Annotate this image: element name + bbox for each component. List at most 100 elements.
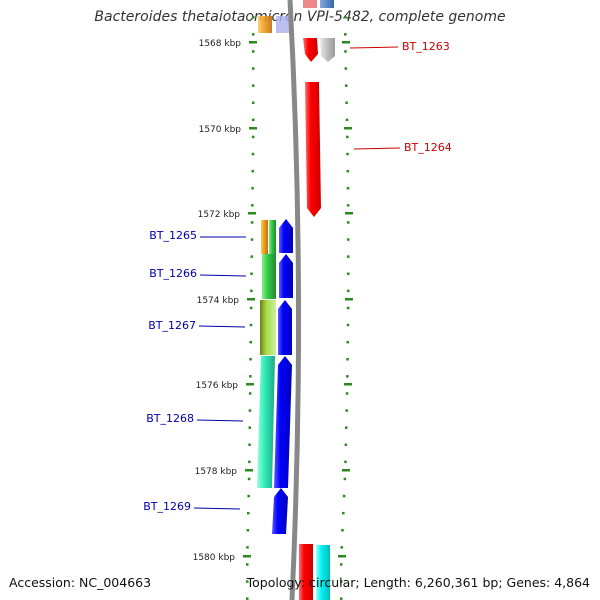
gene-label-bt-1265[interactable]: BT_1265: [149, 229, 246, 242]
minor-tick: [346, 375, 349, 378]
minor-tick: [246, 529, 250, 532]
minor-tick: [251, 204, 254, 207]
minor-tick: [252, 101, 255, 104]
genome-summary-text: Topology: circular; Length: 6,260,361 bp…: [246, 575, 590, 590]
minor-tick: [248, 460, 251, 464]
minor-tick: [343, 477, 347, 481]
minor-tick: [248, 409, 252, 412]
minor-tick: [340, 597, 343, 600]
major-tick: [248, 212, 256, 215]
partial-feature-orange[interactable]: [258, 16, 272, 33]
minor-tick: [250, 221, 254, 224]
major-tick: [247, 298, 255, 301]
major-tick: [342, 41, 350, 44]
gene-label-bt-1268[interactable]: BT_1268: [146, 412, 244, 425]
minor-tick: [249, 340, 253, 344]
minor-tick: [346, 340, 350, 344]
major-tick: [249, 41, 257, 44]
gene-bottom-cyan[interactable]: [316, 545, 330, 600]
gene-label-bt-1264[interactable]: BT_1264: [353, 141, 452, 154]
reverse-strand-genes: [299, 38, 335, 600]
minor-tick: [252, 16, 255, 19]
minor-tick: [340, 546, 343, 549]
minor-tick: [346, 306, 350, 310]
minor-tick: [346, 323, 350, 327]
minor-tick: [247, 494, 250, 498]
ruler-label: 1576 kbp: [196, 381, 239, 391]
minor-tick: [252, 118, 255, 122]
genome-backbone: [287, 0, 302, 600]
minor-tick: [247, 511, 250, 515]
gene-arrow-bt-1265[interactable]: [279, 219, 293, 253]
partial-feature-lilac[interactable]: [276, 16, 290, 33]
minor-tick: [251, 187, 254, 190]
gene-label-text: BT_1264: [404, 141, 452, 154]
minor-tick: [252, 67, 255, 70]
minor-tick: [252, 84, 255, 87]
major-tick: [338, 555, 346, 558]
minor-tick: [346, 169, 349, 173]
gene-arrow-bt-1263-gray[interactable]: [320, 38, 335, 62]
minor-tick: [246, 597, 249, 600]
block-green[interactable]: [262, 254, 276, 299]
gene-label-text: BT_1268: [146, 412, 194, 425]
minor-tick: [248, 392, 252, 395]
minor-tick: [251, 135, 255, 139]
block-green-small[interactable]: [269, 220, 276, 254]
block-orange[interactable]: [261, 220, 268, 254]
minor-tick: [346, 358, 349, 361]
minor-tick: [345, 409, 348, 412]
minor-tick: [346, 204, 350, 207]
minor-tick: [246, 546, 249, 549]
minor-tick: [345, 101, 348, 104]
gene-label-bt-1267[interactable]: BT_1267: [148, 319, 246, 332]
ruler-label: 1574 kbp: [197, 296, 240, 306]
gene-arrow-bt-1264[interactable]: [305, 82, 321, 217]
block-teal[interactable]: [257, 356, 275, 488]
minor-tick: [347, 272, 350, 275]
gene-bottom-red[interactable]: [299, 544, 313, 600]
minor-tick: [250, 238, 254, 241]
gene-arrow-bt-1269[interactable]: [272, 488, 288, 534]
tick-columns: [246, 16, 350, 600]
ruler-label: 1570 kbp: [199, 125, 242, 135]
gene-label-text: BT_1269: [143, 500, 191, 513]
annotation-blocks: [257, 220, 276, 488]
accession-text: Accession: NC_004663: [9, 575, 152, 590]
gene-arrow-bt-1263[interactable]: [303, 38, 318, 62]
major-tick: [243, 555, 251, 558]
gene-label-text: BT_1265: [149, 229, 197, 242]
minor-tick: [247, 477, 251, 481]
minor-tick: [347, 221, 350, 224]
major-tick: [342, 469, 350, 472]
gene-label-text: BT_1266: [149, 267, 197, 280]
gene-label-bt-1269[interactable]: BT_1269: [143, 500, 241, 513]
minor-tick: [344, 16, 347, 19]
ruler-label: 1572 kbp: [198, 210, 241, 220]
forward-strand-genes: [272, 219, 293, 534]
minor-tick: [249, 306, 253, 310]
gene-label-bt-1266[interactable]: BT_1266: [149, 267, 247, 280]
minor-tick: [344, 460, 347, 464]
minor-tick: [342, 511, 345, 515]
minor-tick: [246, 563, 249, 566]
partial-feature-red-top[interactable]: [303, 0, 317, 8]
block-yellowgreen[interactable]: [260, 300, 276, 355]
gene-arrow-bt-1266[interactable]: [279, 254, 293, 298]
genome-title: Bacteroides thetaiotaomicron VPI-5482, c…: [94, 9, 506, 25]
minor-tick: [250, 272, 253, 275]
minor-tick: [250, 289, 253, 293]
minor-tick: [344, 443, 348, 446]
minor-tick: [250, 255, 254, 258]
minor-tick: [248, 443, 251, 446]
gene-label-text: BT_1263: [402, 40, 450, 53]
ruler-label: 1580 kbp: [193, 553, 236, 563]
gene-arrow-bt-1267[interactable]: [278, 300, 292, 355]
gene-label-bt-1263[interactable]: BT_1263: [349, 40, 450, 53]
minor-tick: [344, 84, 348, 87]
minor-tick: [344, 33, 347, 36]
partial-feature-steel-top[interactable]: [320, 0, 334, 8]
minor-tick: [252, 50, 255, 53]
gene-arrow-bt-1268[interactable]: [274, 356, 292, 488]
ruler: 1568 kbp 1570 kbp 1572 kbp 1574 kbp 1576 kbp…: [193, 39, 353, 563]
